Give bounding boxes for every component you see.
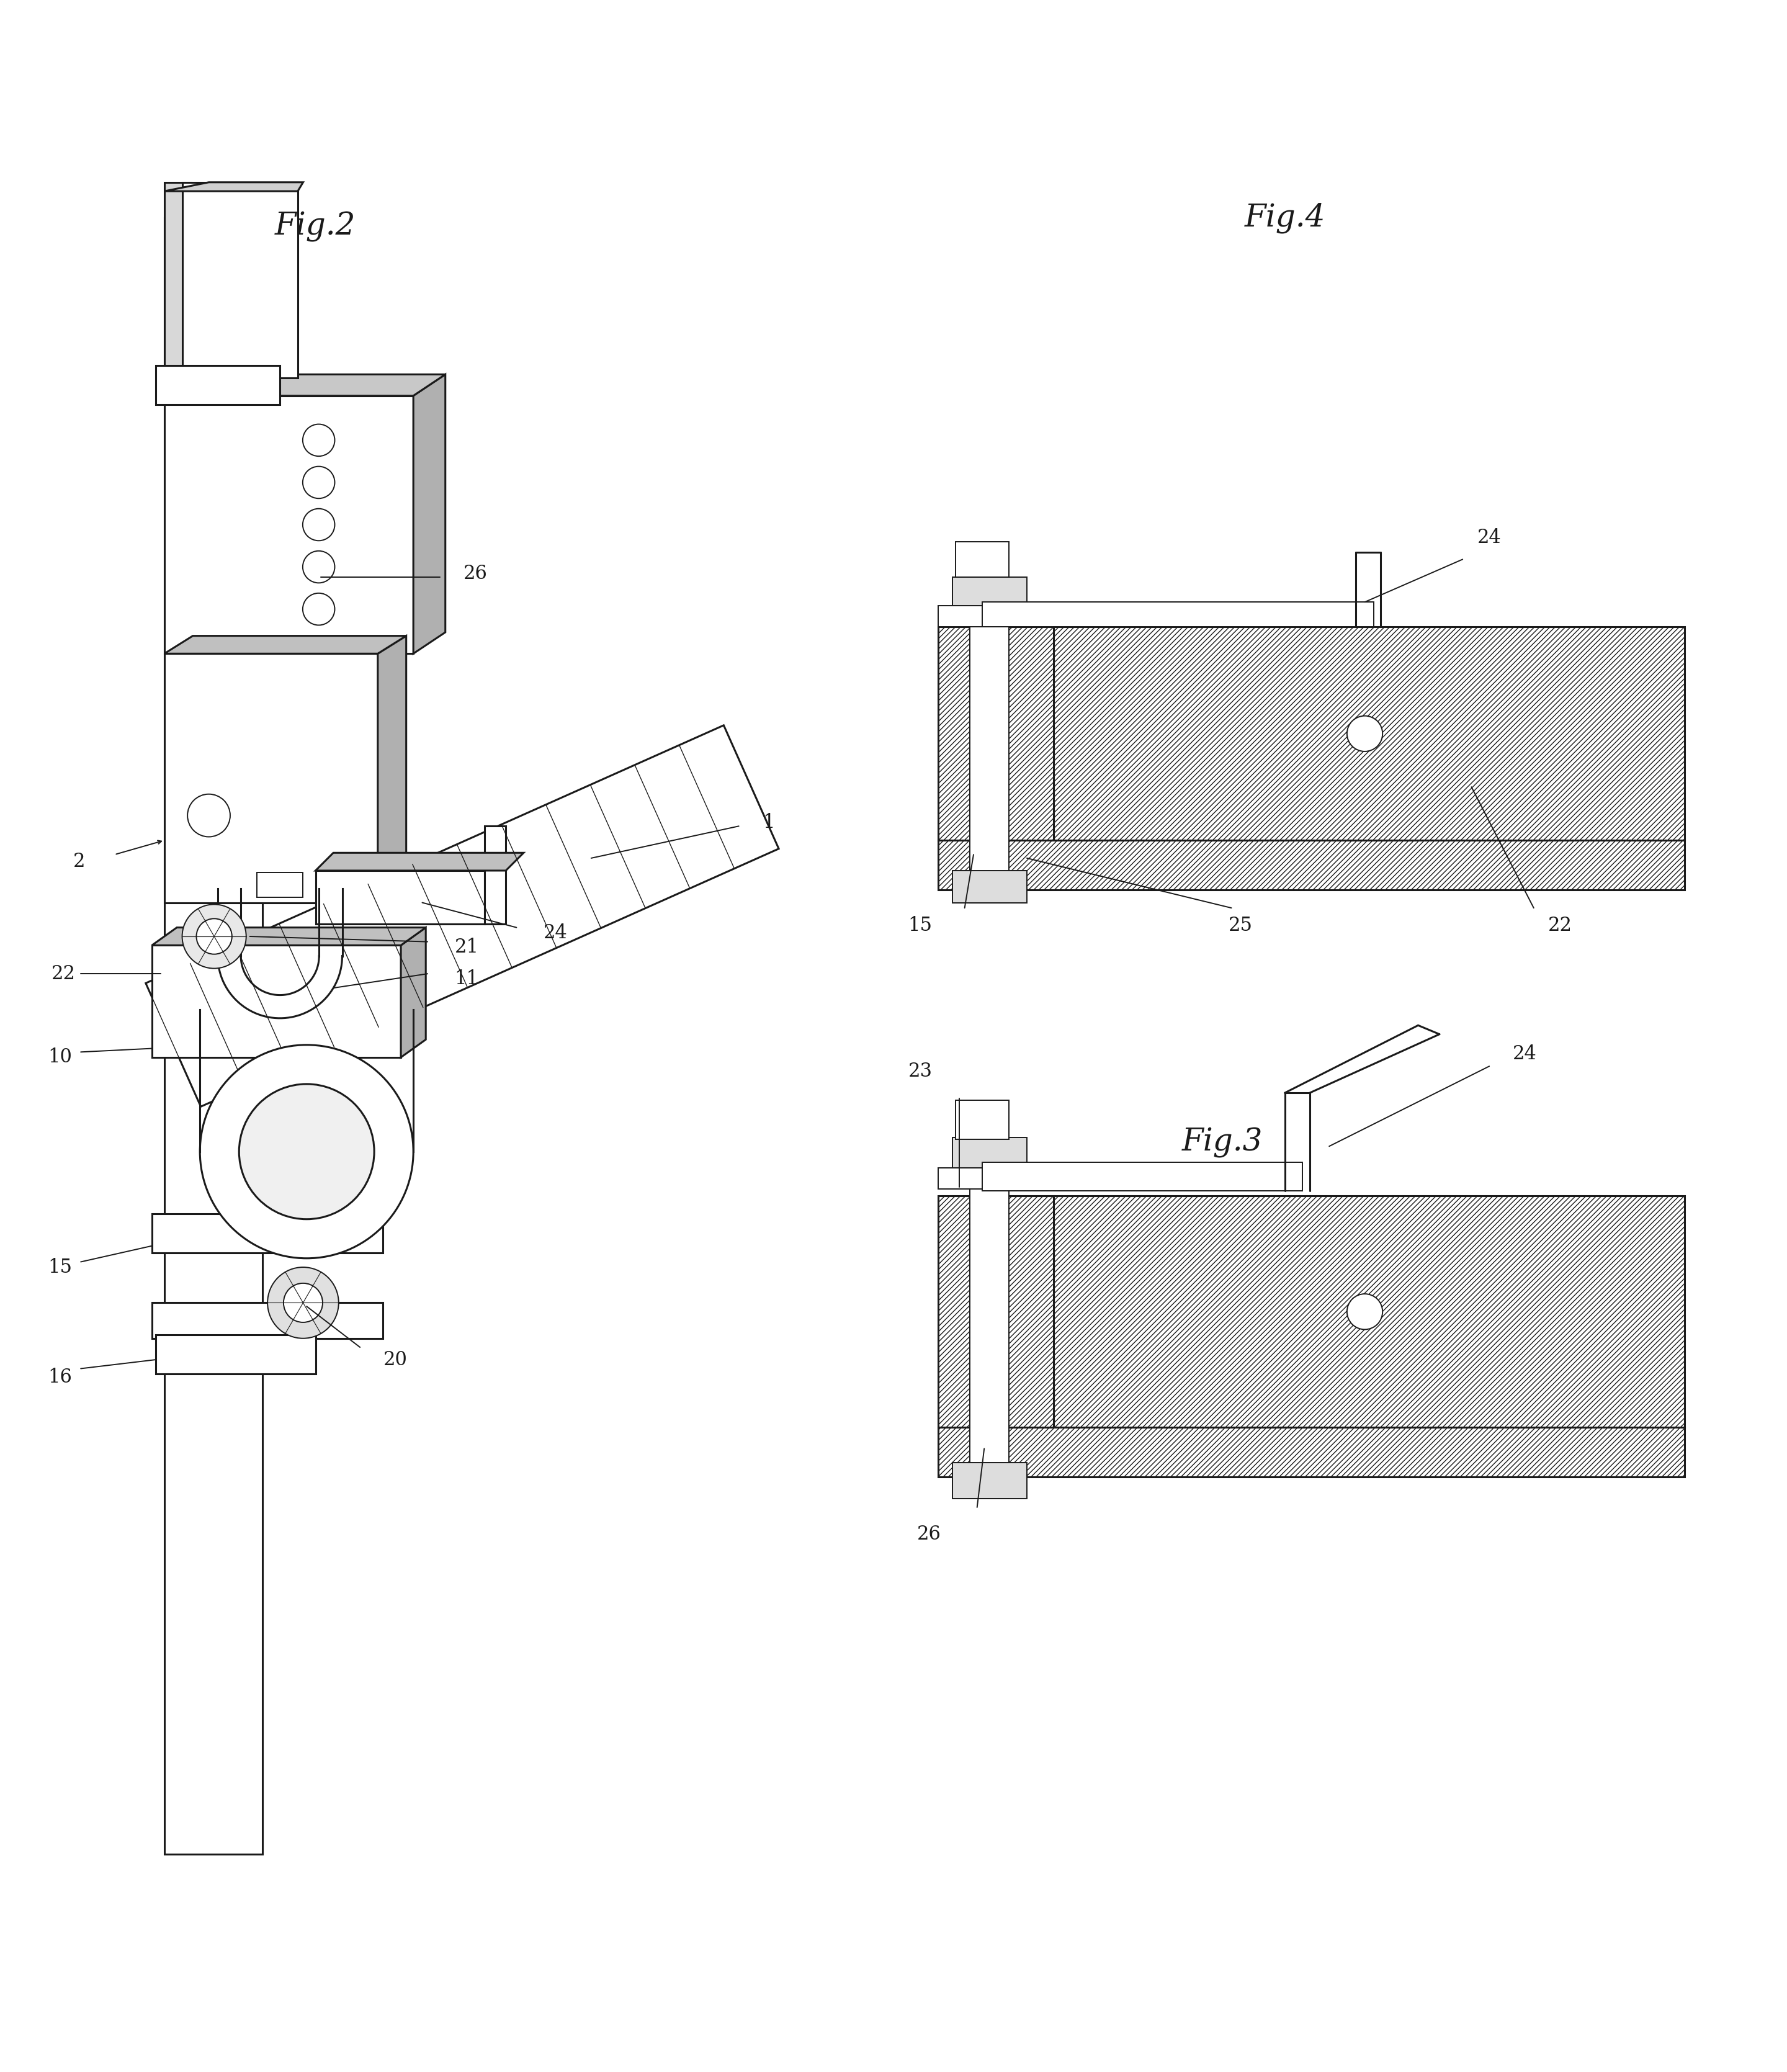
Circle shape [284, 1283, 323, 1322]
Bar [952, 870, 1028, 903]
Circle shape [302, 551, 334, 582]
Bar [970, 1160, 1010, 1498]
Bar [938, 841, 1685, 891]
Polygon shape [147, 725, 779, 1106]
Bar [1054, 1196, 1685, 1428]
Text: 26: 26 [463, 564, 488, 582]
Bar [152, 1303, 382, 1339]
Circle shape [197, 918, 232, 955]
Bar [952, 1138, 1028, 1169]
Polygon shape [400, 928, 425, 1057]
Circle shape [302, 593, 334, 626]
Bar [164, 653, 377, 903]
Text: Fig.2: Fig.2 [275, 211, 356, 242]
Circle shape [239, 1084, 373, 1218]
Circle shape [200, 1044, 413, 1258]
Bar [155, 1334, 316, 1374]
Text: 20: 20 [384, 1351, 407, 1370]
Text: Fig.4: Fig.4 [1244, 203, 1326, 234]
Bar [152, 1214, 382, 1254]
Text: 24: 24 [543, 924, 568, 943]
Polygon shape [316, 854, 524, 870]
Text: 23: 23 [908, 1063, 933, 1082]
Circle shape [302, 508, 334, 541]
Bar [182, 182, 298, 377]
Text: 15: 15 [908, 916, 933, 934]
Bar [938, 1428, 1685, 1477]
Text: 25: 25 [1228, 916, 1253, 934]
Bar [316, 870, 484, 924]
Bar [257, 872, 304, 897]
Polygon shape [377, 636, 406, 903]
Circle shape [268, 1268, 340, 1339]
Polygon shape [413, 375, 445, 653]
Bar [956, 1100, 1010, 1140]
Bar [938, 605, 1042, 628]
Text: 2: 2 [73, 852, 86, 872]
Text: 15: 15 [48, 1258, 71, 1276]
Bar [484, 827, 506, 924]
Text: 16: 16 [48, 1368, 71, 1386]
Circle shape [182, 903, 247, 968]
Text: 1: 1 [763, 812, 776, 833]
Polygon shape [164, 182, 304, 191]
Text: 26: 26 [917, 1525, 942, 1544]
Bar [970, 601, 1010, 903]
Text: 22: 22 [52, 963, 75, 984]
Bar [1054, 628, 1685, 841]
Polygon shape [164, 375, 445, 396]
Text: 21: 21 [454, 937, 479, 957]
Circle shape [302, 425, 334, 456]
Circle shape [302, 466, 334, 499]
Circle shape [188, 794, 231, 837]
Polygon shape [152, 928, 425, 945]
Bar [938, 1196, 1054, 1428]
Bar [938, 1169, 1042, 1189]
Text: Fig.3: Fig.3 [1181, 1127, 1263, 1158]
Bar [983, 1162, 1303, 1191]
Bar [152, 945, 400, 1057]
Bar [164, 396, 413, 653]
Bar [155, 365, 281, 404]
Text: 11: 11 [454, 970, 479, 988]
Bar [164, 182, 191, 404]
Circle shape [1347, 1293, 1383, 1330]
Circle shape [1347, 715, 1383, 752]
Bar [938, 628, 1054, 841]
Bar [956, 541, 1010, 578]
Text: 24: 24 [1514, 1044, 1537, 1063]
Text: 22: 22 [1548, 916, 1573, 934]
Text: 24: 24 [1478, 528, 1501, 547]
Bar [164, 218, 263, 1854]
Bar [952, 578, 1028, 609]
Bar [952, 1463, 1028, 1498]
Bar [983, 603, 1374, 628]
Text: 10: 10 [48, 1048, 71, 1067]
Polygon shape [164, 636, 406, 653]
